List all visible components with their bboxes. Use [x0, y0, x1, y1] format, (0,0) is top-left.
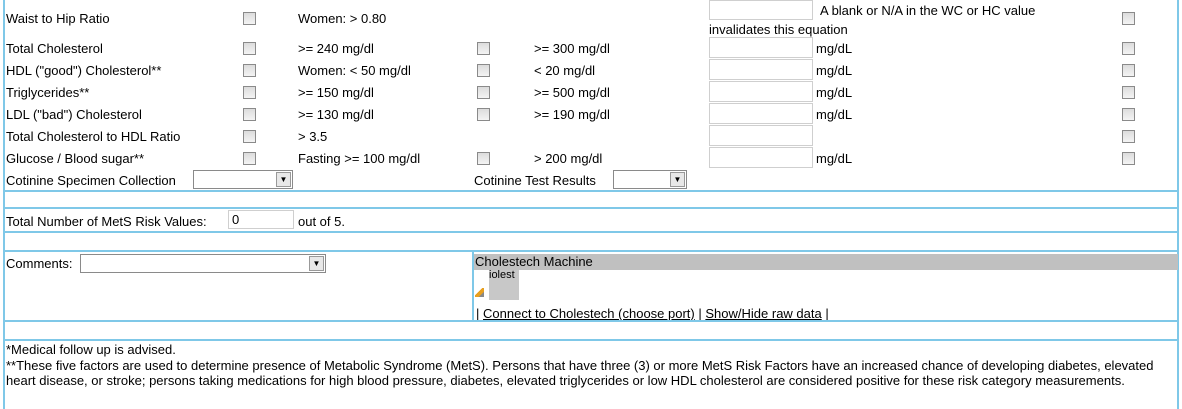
separator: |	[698, 306, 702, 321]
pencil-icon[interactable]	[475, 288, 484, 297]
flag-checkbox[interactable]	[1122, 86, 1135, 99]
row-label: Triglycerides**	[6, 85, 90, 100]
footer-note-1: *Medical follow up is advised.	[6, 342, 176, 357]
criterion-2-checkbox[interactable]	[477, 42, 490, 55]
comments-label: Comments:	[6, 256, 73, 271]
criterion-2: < 20 mg/dl	[534, 63, 596, 78]
divider	[3, 339, 1179, 341]
value-input[interactable]	[709, 103, 813, 124]
row-label: Total Cholesterol to HDL Ratio	[6, 129, 181, 144]
value-input[interactable]	[709, 59, 813, 80]
criterion-2: >= 190 mg/dl	[534, 107, 610, 122]
criterion-1: >= 240 mg/dl	[298, 41, 374, 56]
flag-checkbox[interactable]	[1122, 152, 1135, 165]
criterion-1-checkbox[interactable]	[243, 64, 256, 77]
comments-select[interactable]: ▼	[80, 254, 326, 273]
right-border	[1177, 0, 1179, 409]
criterion-1: Women: > 0.80	[298, 11, 387, 26]
mets-value-input[interactable]: 0	[228, 210, 294, 229]
criterion-2-checkbox[interactable]	[477, 108, 490, 121]
value-input[interactable]	[709, 125, 813, 146]
criterion-1: > 3.5	[298, 129, 328, 144]
mets-label: Total Number of MetS Risk Values:	[6, 214, 207, 229]
criterion-1: Fasting >= 100 mg/dl	[298, 151, 421, 166]
unit-label: mg/dL	[816, 41, 853, 56]
cotinine-collection-label: Cotinine Specimen Collection	[6, 173, 176, 188]
cholestech-links: | Connect to Cholestech (choose port) | …	[476, 306, 829, 321]
divider	[3, 207, 1179, 209]
criterion-1: >= 130 mg/dl	[298, 107, 374, 122]
flag-checkbox[interactable]	[1122, 12, 1135, 25]
flag-checkbox[interactable]	[1122, 42, 1135, 55]
criterion-2-checkbox[interactable]	[477, 152, 490, 165]
row-label: Total Cholesterol	[6, 41, 103, 56]
cholestech-icon-text: iolest	[489, 270, 519, 300]
value-input[interactable]	[709, 147, 813, 168]
divider	[3, 320, 1179, 322]
cotinine-results-select[interactable]: ▼	[613, 170, 687, 189]
criterion-1-checkbox[interactable]	[243, 86, 256, 99]
criterion-1-checkbox[interactable]	[243, 130, 256, 143]
divider	[3, 190, 1179, 192]
criterion-1-checkbox[interactable]	[243, 152, 256, 165]
separator: |	[825, 306, 829, 321]
criterion-1-checkbox[interactable]	[243, 42, 256, 55]
divider	[472, 252, 474, 321]
flag-checkbox[interactable]	[1122, 108, 1135, 121]
connect-cholestech-link[interactable]: Connect to Cholestech (choose port)	[483, 306, 695, 321]
unit-label: mg/dL	[816, 85, 853, 100]
unit-label: mg/dL	[816, 107, 853, 122]
value-input[interactable]	[709, 37, 813, 58]
mets-suffix: out of 5.	[298, 214, 345, 229]
chevron-down-icon: ▼	[670, 172, 685, 187]
chevron-down-icon: ▼	[276, 172, 291, 187]
whr-note-2: invalidates this equation	[709, 22, 848, 37]
criterion-2-checkbox[interactable]	[477, 64, 490, 77]
flag-checkbox[interactable]	[1122, 130, 1135, 143]
criterion-1: >= 150 mg/dl	[298, 85, 374, 100]
unit-label: mg/dL	[816, 63, 853, 78]
separator: |	[476, 306, 480, 321]
criterion-1-checkbox[interactable]	[243, 108, 256, 121]
value-input[interactable]	[709, 0, 813, 20]
row-label: HDL ("good") Cholesterol**	[6, 63, 162, 78]
cholestech-title: Cholestech Machine	[474, 254, 1178, 270]
left-border	[3, 0, 5, 409]
divider	[3, 250, 1179, 252]
whr-note: A blank or N/A in the WC or HC value	[820, 3, 1036, 18]
criterion-2: >= 500 mg/dl	[534, 85, 610, 100]
value-input[interactable]	[709, 81, 813, 102]
criterion-2-checkbox[interactable]	[477, 86, 490, 99]
row-label: LDL ("bad") Cholesterol	[6, 107, 142, 122]
criterion-1: Women: < 50 mg/dl	[298, 63, 411, 78]
cotinine-results-label: Cotinine Test Results	[474, 173, 596, 188]
criterion-2: > 200 mg/dl	[534, 151, 603, 166]
criterion-2: >= 300 mg/dl	[534, 41, 610, 56]
row-label: Glucose / Blood sugar**	[6, 151, 145, 166]
chevron-down-icon: ▼	[309, 256, 324, 271]
footer-note-2: **These five factors are used to determi…	[6, 358, 1154, 388]
unit-label: mg/dL	[816, 151, 853, 166]
criterion-1-checkbox[interactable]	[243, 12, 256, 25]
flag-checkbox[interactable]	[1122, 64, 1135, 77]
divider	[3, 231, 1179, 233]
row-label: Waist to Hip Ratio	[6, 11, 110, 26]
cotinine-collection-select[interactable]: ▼	[193, 170, 293, 189]
show-hide-raw-data-link[interactable]: Show/Hide raw data	[705, 306, 822, 321]
